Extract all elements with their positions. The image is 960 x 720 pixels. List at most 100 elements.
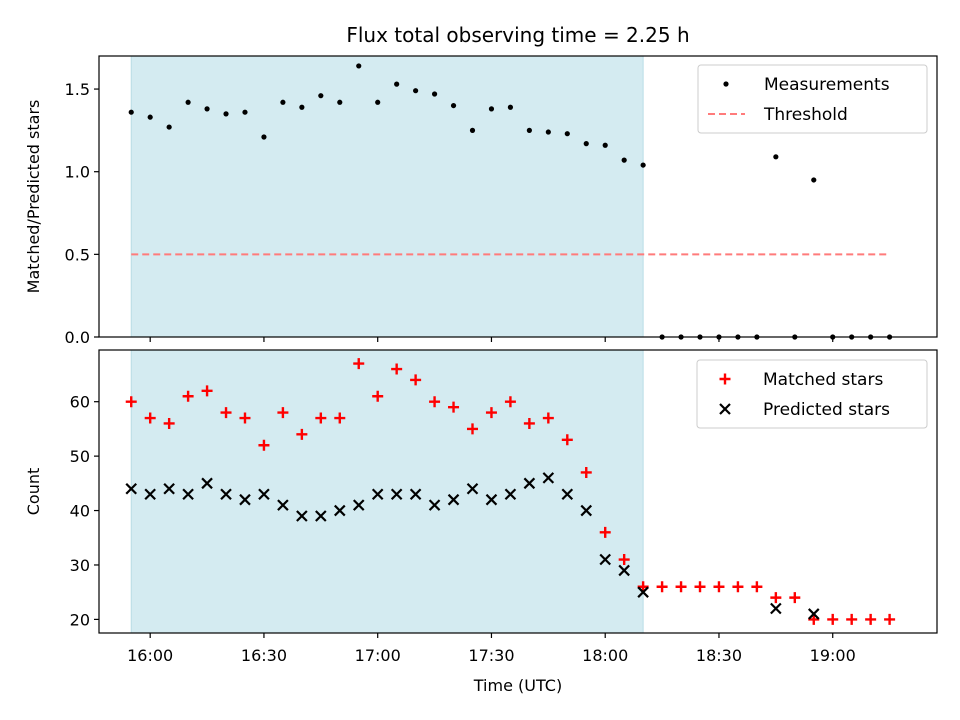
data-point: [865, 613, 877, 625]
data-point: [220, 488, 232, 500]
data-point: [334, 412, 346, 424]
axes-frame: [98, 55, 938, 338]
legend-label: Threshold: [763, 105, 848, 125]
legend-box: [697, 64, 928, 134]
data-point: [296, 510, 308, 522]
data-point: [239, 412, 251, 424]
data-point: [182, 488, 194, 500]
x-tick-label: 17:00: [355, 646, 401, 665]
data-point: [811, 177, 817, 183]
data-point: [448, 401, 460, 413]
data-point: [580, 466, 592, 478]
data-point: [447, 493, 460, 506]
x-tick-label: 18:00: [582, 646, 628, 665]
data-point: [770, 602, 782, 615]
data-point: [409, 488, 422, 500]
data-point: [318, 93, 324, 99]
data-point: [239, 493, 251, 506]
data-point: [315, 510, 327, 522]
data-point: [352, 499, 365, 511]
data-point: [637, 581, 649, 593]
legend-item-predicted-stars: Predicted stars: [719, 400, 890, 420]
legend-item-threshold: Threshold: [708, 105, 848, 125]
series-matched-stars: [125, 358, 896, 625]
data-point: [166, 124, 172, 130]
chart-title: Flux total observing time = 2.25 h: [346, 23, 689, 47]
legend-marker-swatch: [723, 81, 729, 87]
data-point: [261, 134, 267, 140]
data-point: [450, 102, 457, 109]
y-tick-label: 1.0: [65, 163, 90, 182]
data-point: [618, 554, 630, 566]
x-tick-label: 19:00: [810, 646, 856, 665]
data-point: [391, 363, 403, 375]
data-point: [827, 613, 839, 625]
data-point: [808, 613, 820, 625]
bottom-panel: 20 30 40 50 60 Count Matched stars Predicted st…: [24, 349, 938, 638]
x-tick-label: 16:00: [127, 646, 173, 665]
data-point: [125, 483, 138, 495]
x-axis: 16:00 16:30 17:00 17:30 18:00 18:30 19:00: [127, 646, 856, 665]
data-point: [128, 109, 134, 115]
data-point: [163, 417, 175, 429]
data-point: [296, 428, 308, 440]
data-point: [523, 417, 535, 429]
data-point: [770, 592, 782, 604]
data-point: [561, 434, 573, 446]
data-point: [428, 499, 441, 511]
data-point: [394, 81, 400, 87]
data-point: [372, 390, 384, 402]
data-point: [185, 99, 191, 105]
data-point: [429, 396, 441, 408]
data-point: [773, 154, 779, 160]
legend-label: Measurements: [764, 75, 890, 95]
data-point: [602, 142, 608, 148]
x-axis-label: Time (UTC): [473, 676, 562, 695]
y-tick-label: 0.0: [65, 328, 90, 347]
data-point: [599, 526, 611, 538]
data-point: [807, 608, 820, 620]
data-point: [561, 488, 574, 500]
data-point: [144, 488, 156, 500]
data-point: [485, 493, 498, 506]
legend-box: [696, 359, 928, 429]
data-point: [884, 613, 896, 625]
legend-label: Predicted stars: [763, 400, 890, 420]
data-point: [201, 477, 213, 490]
data-point: [656, 581, 668, 593]
legend-marker-swatch: [719, 373, 731, 385]
data-point: [621, 157, 627, 163]
y-tick-label: 60: [70, 393, 90, 412]
y-tick-label: 0.5: [65, 245, 90, 264]
data-point: [485, 407, 497, 419]
data-point: [147, 114, 153, 120]
data-point: [277, 499, 289, 511]
data-point: [526, 127, 532, 133]
data-point: [504, 488, 517, 500]
data-point: [713, 581, 725, 593]
data-point: [466, 423, 478, 435]
data-point: [583, 141, 589, 147]
data-point: [220, 407, 232, 419]
data-point: [182, 390, 194, 402]
axes-frame: [98, 349, 938, 634]
data-point: [410, 374, 422, 386]
data-point: [375, 99, 381, 105]
y-tick-label: 30: [70, 556, 90, 575]
observing-window-shade: [130, 349, 644, 634]
data-point: [223, 111, 229, 117]
data-point: [242, 109, 248, 115]
y-tick-label: 50: [70, 447, 90, 466]
data-point: [356, 63, 362, 69]
data-point: [640, 162, 646, 168]
data-point: [334, 504, 346, 517]
data-point: [846, 613, 858, 625]
legend-marker-swatch: [719, 403, 731, 415]
y-tick-label: 20: [70, 610, 90, 629]
data-point: [523, 477, 536, 490]
data-point: [564, 131, 570, 137]
top-panel: 0.0 0.5 1.0 1.5 Matched/Predicted stars Measu…: [24, 55, 938, 347]
y-axis-label: Matched/Predicted stars: [24, 100, 43, 294]
data-point: [258, 488, 270, 500]
x-tick-label: 18:30: [696, 646, 742, 665]
